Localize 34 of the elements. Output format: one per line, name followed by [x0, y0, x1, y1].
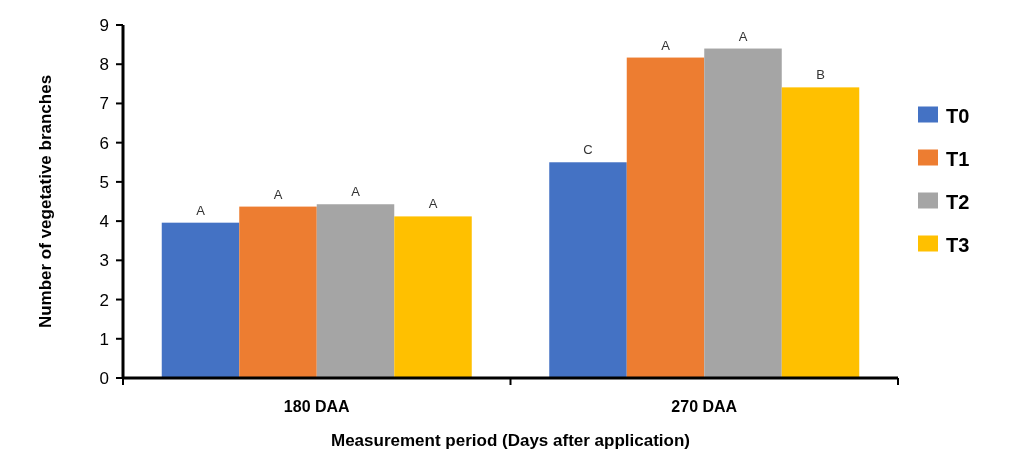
x-tick-label: 270 DAA	[671, 398, 738, 415]
bar	[394, 216, 472, 378]
y-tick-label: 2	[99, 290, 109, 310]
y-tick-label: 5	[99, 172, 109, 192]
bar	[239, 206, 317, 378]
y-tick-label: 1	[99, 329, 109, 349]
bar	[704, 48, 782, 378]
annotation: A	[196, 202, 206, 218]
y-tick-label: 8	[99, 55, 109, 75]
legend-label: T2	[946, 190, 970, 213]
annotation: A	[738, 28, 748, 44]
x-tick-label: 180 DAA	[283, 398, 351, 415]
bar	[549, 162, 627, 378]
bar	[316, 204, 395, 378]
bar	[626, 57, 705, 378]
y-tick-label: 6	[99, 133, 109, 153]
y-tick-label: 3	[99, 251, 109, 271]
annotation: A	[273, 186, 283, 202]
y-tick-label: 4	[99, 212, 109, 232]
bar	[161, 222, 240, 378]
bar	[781, 87, 860, 378]
legend-label: T3	[946, 233, 970, 256]
legend-label: T0	[946, 104, 970, 127]
annotation: A	[351, 184, 361, 200]
annotation: C	[583, 142, 593, 158]
annotation: A	[428, 196, 438, 212]
y-tick-label: 9	[99, 15, 109, 35]
y-axis-title: Number of vegetative branches	[36, 74, 55, 329]
y-tick-label: 7	[99, 94, 109, 114]
annotation: A	[661, 37, 671, 53]
legend-label: T1	[946, 147, 970, 170]
y-tick-label: 0	[99, 368, 109, 388]
annotation: B	[816, 67, 825, 83]
x-axis-title: Measurement period (Days after application)	[331, 431, 690, 450]
